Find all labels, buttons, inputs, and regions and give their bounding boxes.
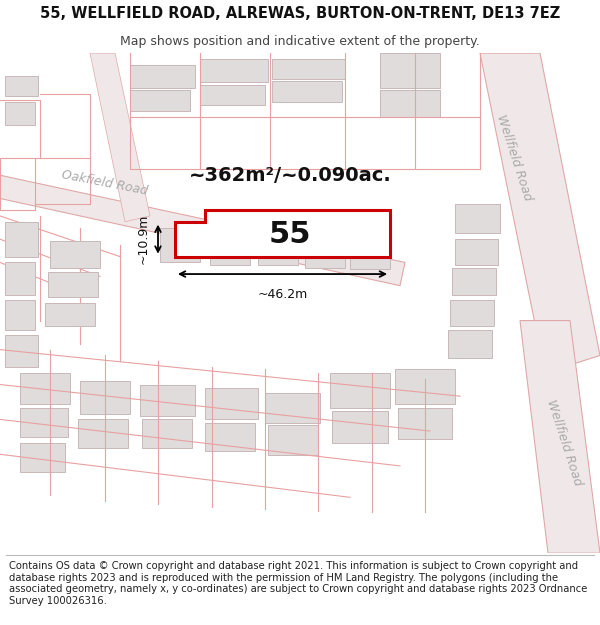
Polygon shape xyxy=(90,53,150,222)
Polygon shape xyxy=(140,384,195,416)
Polygon shape xyxy=(20,373,70,404)
Text: 55: 55 xyxy=(269,220,311,249)
Text: ~46.2m: ~46.2m xyxy=(257,288,308,301)
Polygon shape xyxy=(452,268,496,295)
Polygon shape xyxy=(5,222,38,257)
Polygon shape xyxy=(200,84,265,106)
Polygon shape xyxy=(78,419,128,449)
Polygon shape xyxy=(5,299,35,330)
Polygon shape xyxy=(205,388,258,419)
Polygon shape xyxy=(205,423,255,451)
Polygon shape xyxy=(450,299,494,326)
Polygon shape xyxy=(330,373,390,408)
Polygon shape xyxy=(80,381,130,414)
Polygon shape xyxy=(380,91,440,117)
Polygon shape xyxy=(265,392,320,423)
Polygon shape xyxy=(5,102,35,125)
Text: Oakfield Road: Oakfield Road xyxy=(270,235,358,260)
Text: Wellfield Road: Wellfield Road xyxy=(494,113,534,202)
Polygon shape xyxy=(380,53,440,88)
Polygon shape xyxy=(332,411,388,442)
Polygon shape xyxy=(520,321,600,553)
Polygon shape xyxy=(160,228,200,262)
Polygon shape xyxy=(45,303,95,326)
Polygon shape xyxy=(20,442,65,472)
Text: Oakfield Road: Oakfield Road xyxy=(60,169,148,198)
Polygon shape xyxy=(350,239,390,269)
Text: Contains OS data © Crown copyright and database right 2021. This information is : Contains OS data © Crown copyright and d… xyxy=(9,561,587,606)
Polygon shape xyxy=(268,425,318,456)
Polygon shape xyxy=(480,53,600,373)
Polygon shape xyxy=(130,65,195,88)
Polygon shape xyxy=(448,330,492,357)
Polygon shape xyxy=(0,175,405,286)
Polygon shape xyxy=(50,241,100,268)
Text: 55, WELLFIELD ROAD, ALREWAS, BURTON-ON-TRENT, DE13 7EZ: 55, WELLFIELD ROAD, ALREWAS, BURTON-ON-T… xyxy=(40,6,560,21)
Text: ~10.9m: ~10.9m xyxy=(137,214,150,264)
Polygon shape xyxy=(272,59,345,79)
Polygon shape xyxy=(305,237,345,268)
Polygon shape xyxy=(130,91,190,111)
Text: Map shows position and indicative extent of the property.: Map shows position and indicative extent… xyxy=(120,35,480,48)
Polygon shape xyxy=(272,81,342,102)
Polygon shape xyxy=(5,262,35,295)
Polygon shape xyxy=(258,233,298,265)
Polygon shape xyxy=(200,59,268,82)
Polygon shape xyxy=(455,239,498,265)
Polygon shape xyxy=(142,419,192,449)
Polygon shape xyxy=(20,408,68,437)
Polygon shape xyxy=(5,334,38,367)
Polygon shape xyxy=(175,210,390,257)
Polygon shape xyxy=(48,272,98,298)
Text: ~362m²/~0.090ac.: ~362m²/~0.090ac. xyxy=(188,166,391,185)
Text: Wellfield Road: Wellfield Road xyxy=(544,398,584,488)
Polygon shape xyxy=(5,76,38,96)
Polygon shape xyxy=(395,369,455,404)
Polygon shape xyxy=(210,230,250,265)
Polygon shape xyxy=(398,408,452,439)
Polygon shape xyxy=(455,204,500,233)
